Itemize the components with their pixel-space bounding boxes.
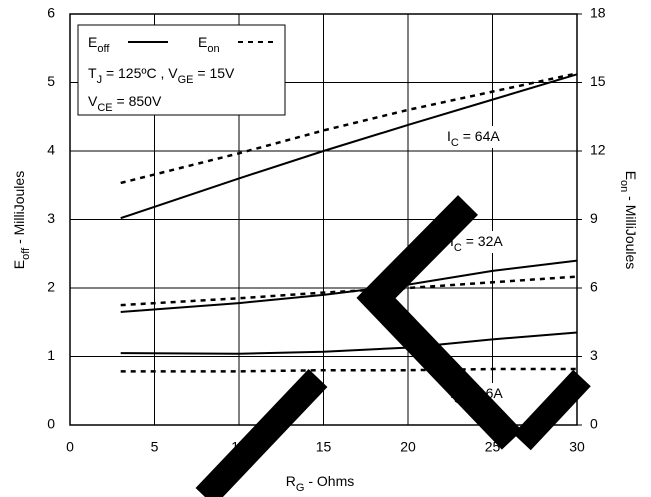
y-tick-label: 2 [47,279,55,295]
y2-axis-title-part: - MilliJoules [623,192,639,269]
y2-axis-title-part: on [618,180,630,192]
condition-text: TJ = 125ºC , VGE = 15V [88,65,235,86]
y-tick-label: 6 [47,5,55,21]
condition-text-part: GE [178,74,194,86]
watermark [195,195,591,497]
annotation-part: = 64A [459,128,501,144]
y2-tick-label: 12 [590,142,606,158]
y-tick-label: 5 [47,73,55,89]
watermark-stroke [195,369,328,497]
legend-box [77,24,286,116]
y2-axis-title: Eon - MilliJoules [618,171,639,270]
annotation: IC = 64A [447,128,500,149]
series-line [120,331,578,355]
watermark-stroke [356,195,523,450]
condition-text-part: V [88,93,98,109]
legend-label: Eon [198,34,220,55]
y-tick-label: 1 [47,347,55,363]
x-axis-title-part: - Ohms [304,473,354,489]
watermark-stroke [513,369,591,451]
y-tick-label: 3 [47,210,55,226]
series-line [120,72,578,185]
annotation-part: C [454,242,462,254]
y-tick-label: 0 [47,416,55,432]
y2-tick-label: 3 [590,347,598,363]
annotation-bg [444,126,536,148]
y2-tick-label: 15 [590,73,606,89]
y-axis-title-part: - MilliJoules [11,171,27,248]
annotation-part: I [447,128,451,144]
y2-tick-label: 18 [590,5,606,21]
x-axis-title-part: G [296,482,305,494]
legend-label-part: on [207,43,219,55]
condition-text: VCE = 850V [88,93,162,114]
y-tick-label: 4 [47,142,55,158]
x-tick-label: 5 [151,439,159,455]
y-axis-title: Eoff - MilliJoules [11,171,32,269]
x-tick-label: 20 [400,439,416,455]
y-axis-title-part: E [11,260,27,269]
y2-tick-label: 6 [590,279,598,295]
x-tick-label: 15 [316,439,332,455]
legend-label-part: E [88,34,97,50]
condition-text-part: = 15V [194,65,236,81]
annotation-bg [447,231,539,253]
annotation-part: = 32A [462,233,504,249]
condition-text-part: = 850V [113,93,162,109]
y2-tick-label: 9 [590,210,598,226]
x-axis-title: RG - Ohms [286,473,354,494]
condition-text-part: J [97,74,103,86]
y2-tick-label: 0 [590,416,598,432]
x-tick-label: 0 [66,439,74,455]
condition-text-part: CE [97,102,112,114]
legend-label-part: off [97,43,110,55]
series-line [120,73,578,220]
condition-text-part: = 125ºC , V [102,65,178,81]
legend-label-part: E [198,34,207,50]
legend-label: Eoff [88,34,110,55]
condition-text-part: T [88,65,97,81]
x-tick-label: 30 [569,439,585,455]
y2-axis-title-part: E [623,171,639,180]
x-axis-title-part: R [286,473,296,489]
y-axis-title-part: off [20,247,32,260]
annotation-part: C [451,137,459,149]
